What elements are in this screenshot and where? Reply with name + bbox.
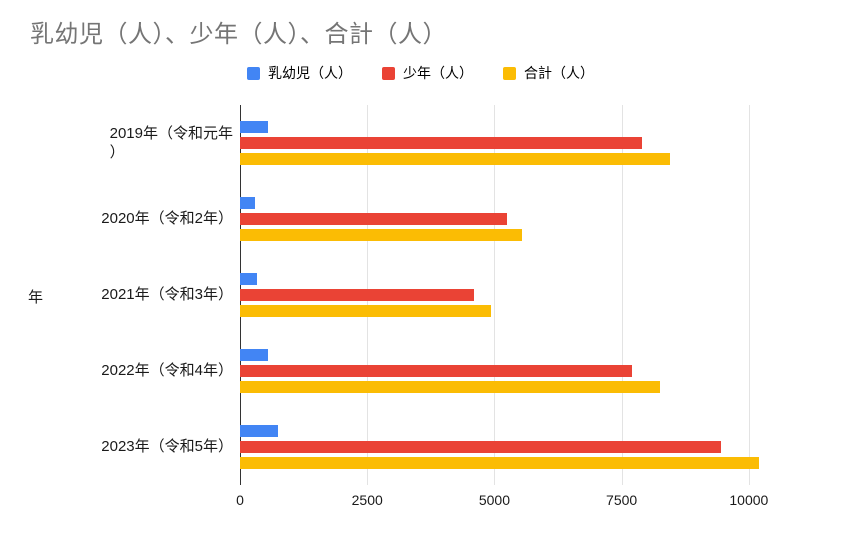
bar-juveniles-3 — [240, 365, 632, 377]
gridline-7500 — [621, 105, 623, 485]
legend-label-total: 合計（人） — [524, 65, 594, 81]
category-label-0: 2019年（令和元年 ） — [50, 105, 233, 181]
bar-juveniles-0 — [240, 137, 642, 149]
chart-legend: 乳幼児（人） 少年（人） 合計（人） — [0, 63, 841, 83]
legend-label-juveniles: 少年（人） — [403, 65, 473, 81]
bar-total-0 — [240, 153, 670, 165]
bar-juveniles-4 — [240, 441, 721, 453]
legend-item-juveniles: 少年（人） — [382, 63, 473, 83]
legend-swatch-juveniles — [382, 66, 395, 80]
x-tick-label-0: 0 — [236, 492, 244, 508]
category-axis: 2019年（令和元年 ） 2020年（令和2年） 2021年（令和3年） 2022年（… — [50, 105, 233, 485]
bar-group-3 — [240, 333, 815, 409]
chart-title: 乳幼児（人）、少年（人）、合計（人） — [30, 21, 447, 48]
bar-juveniles-1 — [240, 213, 508, 225]
x-axis-tick-labels: 0 2500 5000 7500 10000 — [236, 492, 815, 512]
category-label-2: 2021年（令和3年） — [50, 257, 233, 333]
legend-swatch-total — [503, 66, 516, 80]
plot-area — [240, 105, 815, 485]
bar-total-4 — [240, 457, 760, 469]
category-label-text: 2023年（令和5年） — [101, 438, 233, 456]
bar-infants-3 — [240, 349, 269, 361]
gridline-10000 — [748, 105, 750, 485]
legend-label-infants: 乳幼児（人） — [268, 65, 352, 81]
legend-item-total: 合計（人） — [503, 63, 594, 83]
bar-group-2 — [240, 257, 815, 333]
category-label-4: 2023年（令和5年） — [50, 409, 233, 485]
legend-item-infants: 乳幼児（人） — [247, 63, 352, 83]
x-tick-label-5000: 5000 — [478, 492, 510, 508]
bar-infants-1 — [240, 197, 256, 209]
bar-juveniles-2 — [240, 289, 475, 301]
bar-group-0 — [240, 105, 815, 181]
x-tick-label-2500: 2500 — [351, 492, 383, 508]
category-label-3: 2022年（令和4年） — [50, 333, 233, 409]
bar-infants-4 — [240, 425, 279, 437]
gridline-5000 — [494, 105, 496, 485]
y-axis-title: 年 — [28, 289, 44, 306]
category-label-text: 2020年（令和2年） — [101, 210, 233, 228]
legend-swatch-infants — [247, 66, 260, 80]
category-label-text: 2022年（令和4年） — [101, 362, 233, 380]
bar-total-2 — [240, 305, 491, 317]
category-label-text: 2019年（令和元年 ） — [109, 124, 233, 162]
bar-total-1 — [240, 229, 523, 241]
bar-total-3 — [240, 381, 661, 393]
category-label-1: 2020年（令和2年） — [50, 181, 233, 257]
x-tick-label-10000: 10000 — [729, 492, 769, 508]
bar-group-1 — [240, 181, 815, 257]
bar-group-4 — [240, 409, 815, 485]
bar-infants-2 — [240, 273, 257, 285]
category-label-text: 2021年（令和3年） — [101, 286, 233, 304]
bar-infants-0 — [240, 121, 268, 133]
x-tick-label-7500: 7500 — [606, 492, 638, 508]
